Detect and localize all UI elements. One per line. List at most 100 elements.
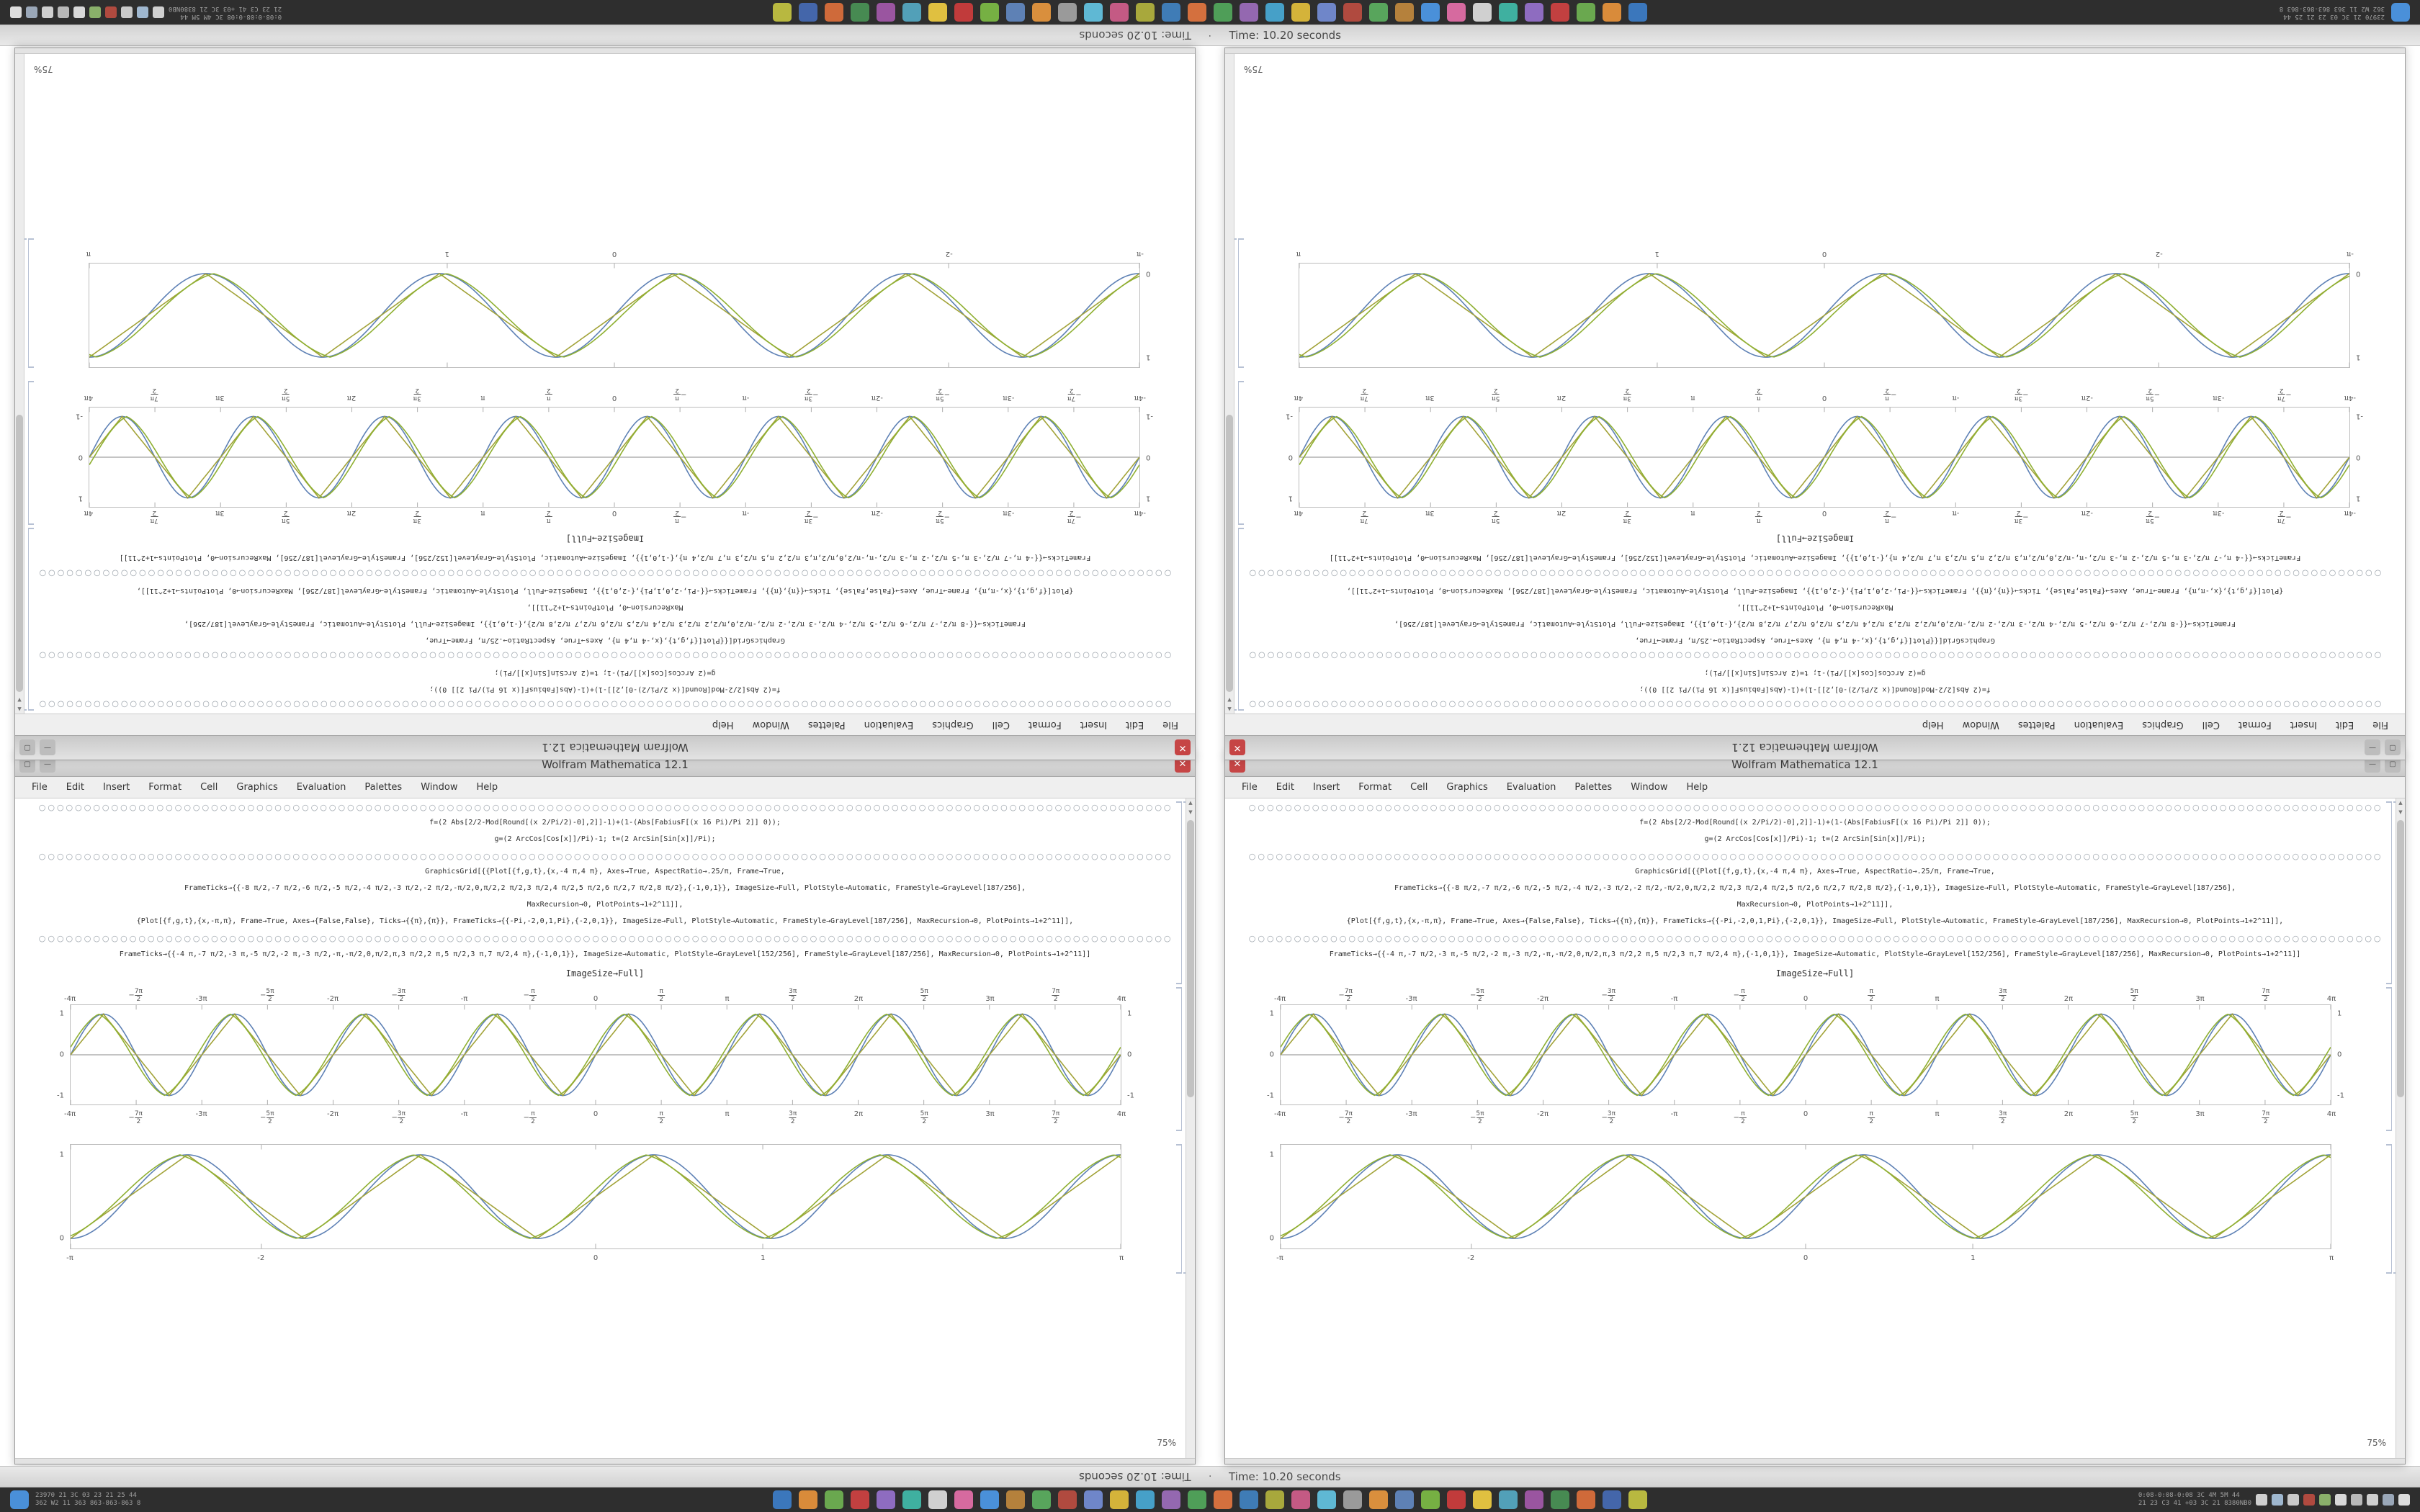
menu-file[interactable]: File (32, 782, 48, 793)
menu-insert[interactable]: Insert (102, 782, 130, 793)
app-icon[interactable] (1473, 1490, 1492, 1509)
cell-bracket-plot2[interactable] (2384, 1144, 2392, 1274)
tray-icon[interactable] (2383, 1494, 2394, 1506)
tray-icon[interactable] (2367, 1494, 2378, 1506)
scrollbar[interactable]: ▲ ▼ (2396, 798, 2405, 1458)
tray-icon[interactable] (2398, 1494, 2410, 1506)
menu-window[interactable]: Window (1631, 782, 1668, 793)
tick-label: −5π 2 (1469, 988, 1484, 1003)
app-icon[interactable] (1058, 1490, 1077, 1509)
menu-help[interactable]: Help (476, 782, 498, 793)
app-icon[interactable] (902, 1490, 921, 1509)
tick-label: −7π 2 (1338, 1110, 1353, 1125)
window-bottom-edge[interactable] (1225, 1458, 2405, 1464)
tick-label: π (725, 1110, 730, 1118)
menu-graphics[interactable]: Graphics (236, 782, 278, 793)
magnification-indicator[interactable]: 75% (1157, 1438, 1176, 1448)
app-icon[interactable] (825, 1490, 843, 1509)
menu-cell[interactable]: Cell (200, 782, 218, 793)
cell-bracket-code[interactable] (1174, 801, 1182, 984)
app-icon[interactable] (1110, 1490, 1129, 1509)
app-icon[interactable] (980, 1490, 999, 1509)
app-icon[interactable] (1421, 1490, 1440, 1509)
scroll-up-icon[interactable]: ▲ (1188, 800, 1193, 806)
app-icon[interactable] (954, 1490, 973, 1509)
app-icon[interactable] (1006, 1490, 1025, 1509)
app-icon[interactable] (1525, 1490, 1543, 1509)
magnification-indicator[interactable]: 75% (2367, 1438, 2386, 1448)
tray-icon[interactable] (2287, 1494, 2299, 1506)
menu-graphics[interactable]: Graphics (1446, 782, 1488, 793)
app-icon[interactable] (1084, 1490, 1103, 1509)
window-bottom-edge[interactable] (15, 1458, 1195, 1464)
menu-format[interactable]: Format (148, 782, 182, 793)
tray-icon[interactable] (2319, 1494, 2331, 1506)
app-icon[interactable] (1188, 1490, 1206, 1509)
menu-edit[interactable]: Edit (66, 782, 84, 793)
app-icon[interactable] (1136, 1490, 1155, 1509)
close-icon[interactable]: ✕ (1175, 756, 1191, 773)
menu-insert[interactable]: Insert (1312, 782, 1340, 793)
app-icon[interactable] (1240, 1490, 1258, 1509)
app-icon[interactable] (1162, 1490, 1180, 1509)
tray-icon[interactable] (2335, 1494, 2347, 1506)
app-icon[interactable] (1317, 1490, 1336, 1509)
menu-evaluation[interactable]: Evaluation (1506, 782, 1556, 793)
tick-label: π (1935, 1110, 1940, 1118)
status-strip: Time: 10.20 seconds · Time: 10.20 second… (0, 1466, 2420, 1488)
app-icon[interactable] (1343, 1490, 1362, 1509)
scrollbar-thumb[interactable] (1187, 820, 1194, 1097)
app-icon[interactable] (1551, 1490, 1569, 1509)
status-title: Time: 10.20 seconds (1229, 1470, 1341, 1483)
cell-bracket-plot2[interactable] (1174, 1144, 1182, 1274)
app-icon[interactable] (1577, 1490, 1595, 1509)
code-line: f=(2 Abs[2/2-Mod[Round[(x 2/Pi/2)-0],2]]… (1639, 819, 1991, 827)
app-icon[interactable] (928, 1490, 947, 1509)
app-icon[interactable] (1603, 1490, 1621, 1509)
tray-icon[interactable] (2303, 1494, 2315, 1506)
launcher-icon[interactable] (10, 1490, 29, 1509)
cell-bracket-code[interactable] (2384, 801, 2392, 984)
menu-palettes[interactable]: Palettes (1574, 782, 1613, 793)
app-icon[interactable] (1291, 1490, 1310, 1509)
app-icon[interactable] (1628, 1490, 1647, 1509)
window-titlebar[interactable]: ✕ Wolfram Mathematica 12.1 — ▢ (1225, 752, 2405, 777)
tray-icon[interactable] (2351, 1494, 2362, 1506)
app-icon[interactable] (1265, 1490, 1284, 1509)
menu-cell[interactable]: Cell (1410, 782, 1428, 793)
scroll-up-icon[interactable]: ▲ (2398, 800, 2403, 806)
cell-bracket-plot1[interactable] (2384, 987, 2392, 1131)
window-titlebar[interactable]: ✕ Wolfram Mathematica 12.1 — ▢ (15, 752, 1195, 777)
app-icon[interactable] (1032, 1490, 1051, 1509)
maximize-icon[interactable]: ▢ (2385, 756, 2401, 773)
app-icon[interactable] (877, 1490, 895, 1509)
menu-file[interactable]: File (1242, 782, 1258, 793)
app-icon[interactable] (773, 1490, 792, 1509)
scroll-down-icon[interactable]: ▼ (2398, 809, 2403, 815)
app-icon[interactable] (1447, 1490, 1466, 1509)
scrollbar-thumb[interactable] (2397, 820, 2404, 1097)
app-icon[interactable] (851, 1490, 869, 1509)
menu-help[interactable]: Help (1686, 782, 1708, 793)
close-icon[interactable]: ✕ (1229, 756, 1245, 773)
menu-evaluation[interactable]: Evaluation (296, 782, 346, 793)
tray-icon[interactable] (2256, 1494, 2267, 1506)
app-icon[interactable] (1395, 1490, 1414, 1509)
app-icon[interactable] (1214, 1490, 1232, 1509)
maximize-icon[interactable]: ▢ (19, 756, 35, 773)
menu-window[interactable]: Window (421, 782, 458, 793)
menu-edit[interactable]: Edit (1276, 782, 1294, 793)
tick-label: -3π (1405, 1110, 1417, 1118)
scrollbar[interactable]: ▲ ▼ (1186, 798, 1195, 1458)
menu-palettes[interactable]: Palettes (364, 782, 403, 793)
menu-format[interactable]: Format (1358, 782, 1392, 793)
tray-icon[interactable] (2272, 1494, 2283, 1506)
minimize-icon[interactable]: — (2365, 756, 2380, 773)
app-icon[interactable] (799, 1490, 817, 1509)
app-icon[interactable] (1369, 1490, 1388, 1509)
cell-bracket-plot1[interactable] (1174, 987, 1182, 1131)
minimize-icon[interactable]: — (40, 756, 55, 773)
scroll-down-icon[interactable]: ▼ (1188, 809, 1193, 815)
app-icon[interactable] (1499, 1490, 1518, 1509)
